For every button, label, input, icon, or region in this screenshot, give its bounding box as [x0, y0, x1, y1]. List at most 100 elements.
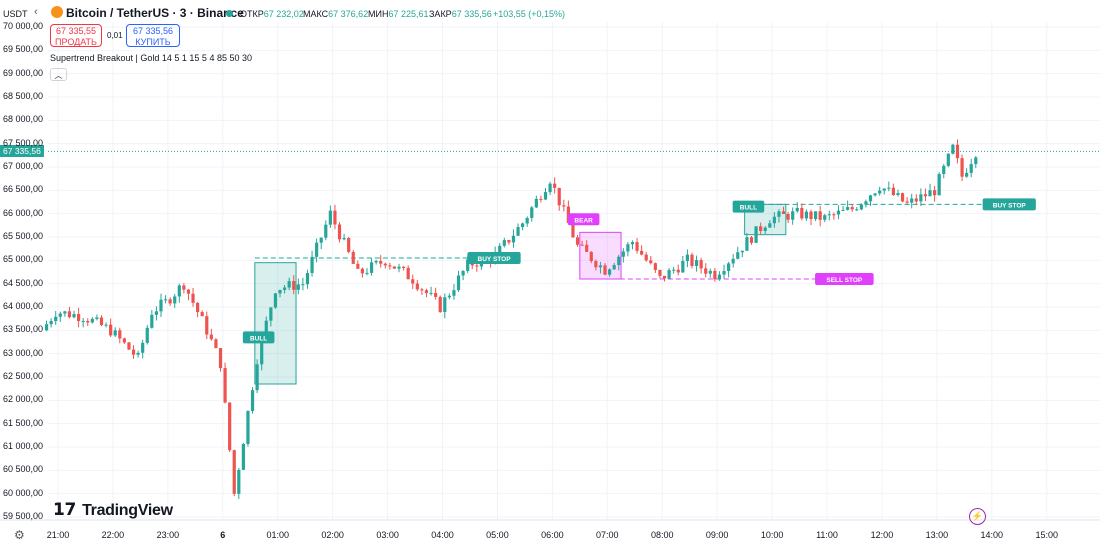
candle-body	[511, 235, 516, 243]
candle-body	[127, 342, 131, 350]
candle-body	[81, 320, 85, 322]
tradingview-logo[interactable]: 𝟭𝟳 TradingView	[53, 500, 173, 519]
candle-body	[118, 330, 122, 339]
candle-body	[736, 252, 740, 259]
candle-body	[67, 311, 72, 318]
bull-marker-1: BULL	[250, 335, 267, 342]
candle-body	[360, 268, 365, 274]
chevron-left-icon[interactable]: ‹	[34, 6, 38, 18]
candle-body	[548, 183, 552, 193]
candle-body	[447, 295, 451, 298]
buy-stop-marker-1: BUY STOP	[478, 256, 512, 263]
candle-body	[630, 242, 635, 245]
flash-icon[interactable]: ⚡	[969, 508, 986, 525]
price-axis-label: 60 000,00	[3, 487, 44, 498]
indicator-legend[interactable]: Supertrend Breakout | Gold 14 5 1 15 5 4…	[50, 53, 252, 63]
candle-body	[420, 289, 424, 291]
candle-body	[589, 251, 593, 262]
buy-stop-marker-2: BUY STOP	[993, 202, 1027, 209]
candle-body	[223, 368, 227, 403]
price-axis-label: 61 000,00	[3, 441, 44, 451]
sell-label: ПРОДАТЬ	[55, 37, 97, 47]
candle-body	[86, 320, 90, 323]
time-axis-label: 22:00	[101, 530, 125, 540]
price-axis-label: 70 000,00	[3, 21, 44, 31]
candle-body	[182, 285, 186, 290]
candle-body	[704, 268, 708, 274]
candle-body	[429, 292, 433, 294]
collapse-legend-button[interactable]: ︿	[50, 68, 67, 81]
time-axis-label: 14:00	[980, 530, 1004, 540]
candle-body	[891, 187, 895, 195]
candle-body	[942, 165, 946, 174]
candle-body	[232, 450, 236, 494]
candle-body	[466, 259, 470, 271]
candle-body	[946, 153, 950, 166]
candle-body	[58, 313, 62, 317]
candle-body	[727, 263, 731, 272]
settings-gear-icon[interactable]: ⚙	[14, 528, 25, 542]
candle-body	[438, 296, 442, 313]
price-axis-label: 62 500,00	[3, 371, 44, 381]
candle-body	[662, 275, 667, 279]
time-axis-label: 05:00	[486, 530, 509, 540]
candle-body	[136, 352, 140, 355]
candle-body	[763, 227, 767, 231]
candle-body	[333, 210, 337, 225]
time-axis-label: 23:00	[156, 530, 180, 540]
candle-body	[415, 283, 419, 290]
sell-button[interactable]: 67 335,55 ПРОДАТЬ	[50, 24, 102, 47]
candle-body	[502, 240, 506, 246]
price-axis-label: 64 000,00	[3, 301, 44, 311]
axis-currency[interactable]: USDT	[3, 9, 28, 19]
buy-button[interactable]: 67 335,56 КУПИТЬ	[126, 24, 180, 47]
candle-body	[804, 211, 809, 219]
candle-body	[310, 256, 314, 274]
candle-body	[452, 290, 456, 296]
candle-body	[507, 240, 511, 243]
bull-marker-2: BULL	[740, 205, 757, 212]
candle-body	[131, 349, 136, 355]
price-axis-label: 63 000,00	[3, 347, 44, 358]
candle-body	[832, 214, 836, 216]
candle-body	[932, 190, 937, 196]
price-axis-label: 61 500,00	[3, 417, 44, 428]
sell-stop-marker-bg	[815, 273, 874, 285]
candle-body	[575, 237, 580, 245]
candle-body	[722, 271, 726, 275]
candle-body	[887, 187, 891, 189]
price-axis-label: 63 500,00	[3, 324, 44, 335]
candle-body	[324, 224, 328, 238]
candle-body	[914, 198, 918, 202]
candle-body	[777, 211, 781, 217]
candle-body	[543, 192, 548, 200]
candle-body	[525, 217, 529, 224]
price-axis-label: 65 000,00	[3, 254, 44, 265]
symbol-title[interactable]: Bitcoin / TetherUS · 3 · Binance	[66, 6, 244, 20]
candle-body	[809, 211, 813, 220]
candle-body	[122, 338, 126, 343]
candle-body	[571, 222, 575, 238]
candle-body	[287, 281, 291, 288]
candle-body	[864, 201, 868, 205]
time-axis-label: 21:00	[46, 530, 70, 540]
candle-body	[969, 164, 973, 173]
candle-body	[168, 299, 172, 304]
candle-body	[424, 290, 429, 294]
candle-body	[882, 188, 886, 191]
candle-body	[301, 284, 305, 286]
candle-body	[681, 261, 685, 273]
candle-body	[868, 195, 873, 202]
candle-body	[379, 260, 383, 264]
ohlc-open: ОТКР67 232,02	[240, 9, 304, 19]
candle-body	[269, 307, 273, 321]
time-axis-label: 11:00	[816, 530, 838, 540]
candle-body	[896, 193, 900, 195]
price-axis-label: 69 500,00	[3, 44, 44, 55]
buy-label: КУПИТЬ	[135, 37, 171, 47]
candle-body	[974, 157, 978, 165]
candle-body	[521, 223, 525, 228]
candle-body	[690, 254, 694, 266]
candle-body	[846, 207, 850, 210]
